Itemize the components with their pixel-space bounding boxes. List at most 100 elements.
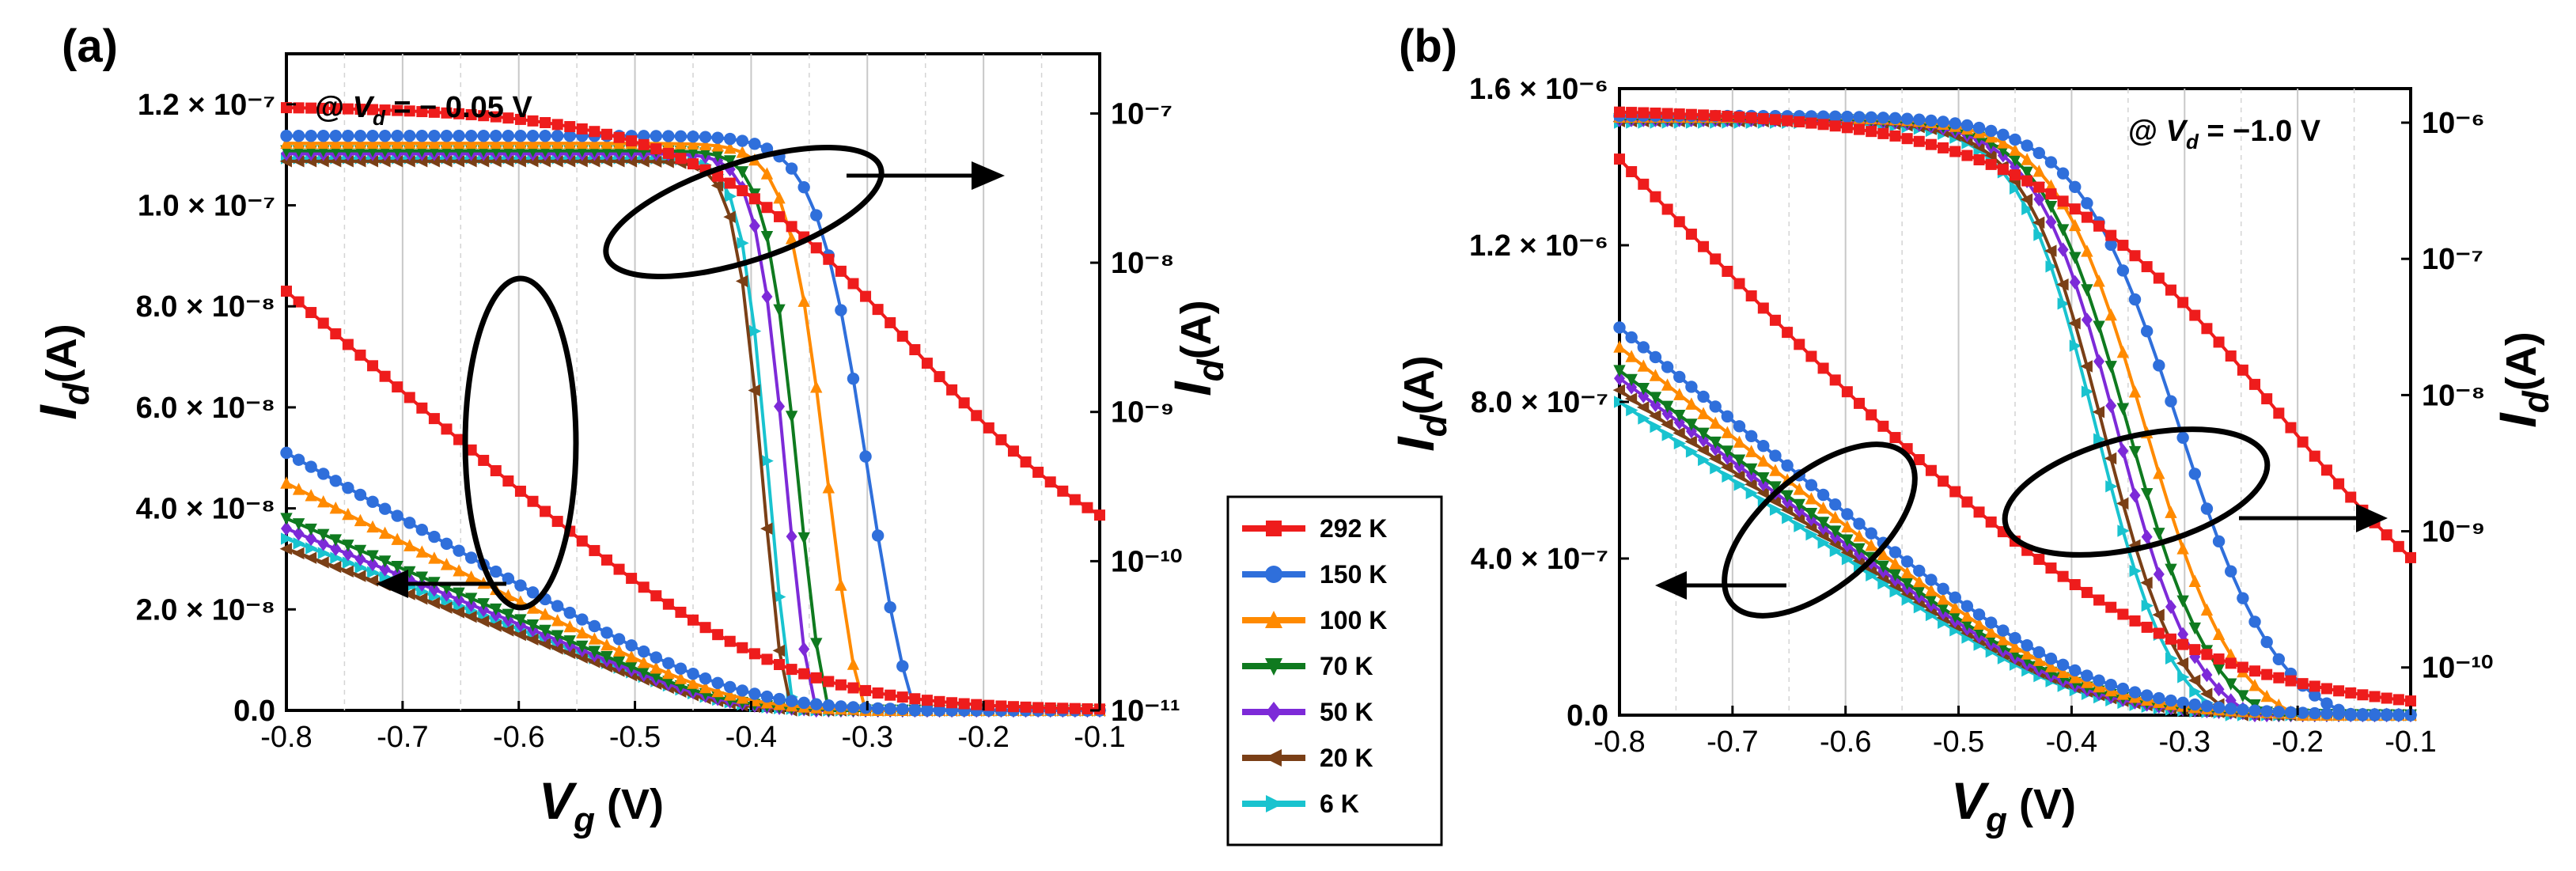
data-point: [2237, 661, 2248, 673]
x-tick-label: -0.4: [2046, 725, 2097, 759]
data-point: [1853, 517, 1866, 530]
data-point: [453, 564, 465, 577]
data-point: [1949, 611, 1961, 623]
data-point: [724, 155, 737, 168]
data-point: [774, 210, 786, 222]
data-point: [650, 651, 662, 664]
data-point: [1816, 529, 1829, 542]
data-point: [1817, 362, 1829, 374]
data-point: [774, 659, 786, 671]
data-point: [1972, 121, 1986, 134]
data-point: [1057, 485, 1069, 497]
data-point: [1721, 410, 1734, 423]
data-point: [921, 695, 933, 706]
data-point: [366, 136, 379, 150]
data-point: [1854, 397, 1866, 409]
data-point: [2272, 653, 2286, 666]
data-point: [440, 537, 453, 551]
data-point: [1625, 331, 1638, 344]
data-point: [576, 640, 589, 653]
data-point: [835, 700, 847, 713]
data-point: [2272, 706, 2286, 718]
data-point: [1901, 593, 1915, 606]
legend-item: 70 K: [1242, 652, 1373, 680]
data-point: [2069, 339, 2082, 352]
data-point: [674, 130, 688, 143]
data-point: [2177, 638, 2189, 650]
data-point: [367, 104, 379, 116]
data-point: [2033, 229, 2046, 241]
data-point: [2176, 696, 2189, 709]
data-point: [885, 316, 896, 328]
data-point: [588, 136, 601, 150]
series-log-70K: [280, 145, 1106, 718]
data-point: [823, 676, 835, 687]
data-point: [2201, 668, 2213, 683]
data-point: [1710, 462, 1722, 475]
data-point: [2045, 562, 2057, 574]
data-point: [1937, 582, 1949, 595]
data-point: [761, 202, 773, 214]
data-point: [2153, 359, 2165, 372]
data-point: [342, 339, 354, 350]
data-point: [710, 179, 724, 192]
data-point: [1781, 459, 1794, 472]
data-point: [2200, 699, 2214, 713]
data-point: [1649, 392, 1662, 404]
data-point: [1069, 494, 1081, 506]
data-point: [2045, 214, 2057, 229]
data-point: [1769, 314, 1781, 326]
data-point: [1805, 350, 1817, 362]
data-point: [847, 657, 860, 670]
data-point: [1877, 112, 1890, 124]
data-point: [428, 136, 441, 150]
data-point: [748, 138, 761, 150]
data-point: [1696, 444, 1710, 456]
data-point: [576, 136, 589, 150]
panel-b-arrowhead-right: [2356, 504, 2388, 532]
data-point: [2380, 709, 2393, 721]
data-point: [2309, 706, 2321, 720]
data-point: [1888, 557, 1902, 570]
data-point: [2200, 687, 2213, 700]
data-point: [416, 106, 428, 118]
data-point: [934, 695, 945, 707]
legend-label: 292 K: [1320, 514, 1387, 543]
data-point: [2273, 672, 2285, 684]
data-point: [305, 460, 317, 473]
data-point: [2093, 674, 2105, 687]
data-point: [760, 522, 773, 535]
data-point: [330, 551, 343, 564]
data-point: [1925, 464, 1937, 476]
data-point: [441, 587, 453, 602]
data-point: [760, 690, 774, 703]
data-point: [1697, 390, 1710, 403]
data-point: [279, 155, 292, 168]
y-tick-label-left: 6.0 × 10⁻⁸: [136, 392, 275, 425]
data-point: [2153, 566, 2165, 581]
data-point: [835, 304, 847, 316]
data-point: [317, 317, 329, 329]
data-point: [514, 136, 527, 150]
data-point: [428, 413, 440, 425]
data-point: [1913, 135, 1925, 147]
data-point: [1913, 113, 1926, 126]
data-point: [748, 324, 762, 338]
data-point: [1997, 128, 2010, 142]
data-point: [403, 539, 416, 551]
data-point: [2069, 578, 2081, 590]
data-point: [760, 167, 774, 180]
data-point: [1733, 420, 1746, 433]
data-point: [316, 556, 329, 569]
data-point: [1853, 543, 1866, 556]
data-point: [1769, 449, 1782, 462]
data-point: [354, 349, 366, 361]
data-point: [687, 676, 699, 689]
data-point: [1937, 116, 1949, 128]
data-point: [1984, 124, 1998, 138]
legend-label: 50 K: [1320, 698, 1373, 726]
data-point: [330, 103, 342, 115]
data-point: [2248, 679, 2261, 691]
data-point: [563, 136, 576, 150]
data-point: [1972, 617, 1986, 631]
